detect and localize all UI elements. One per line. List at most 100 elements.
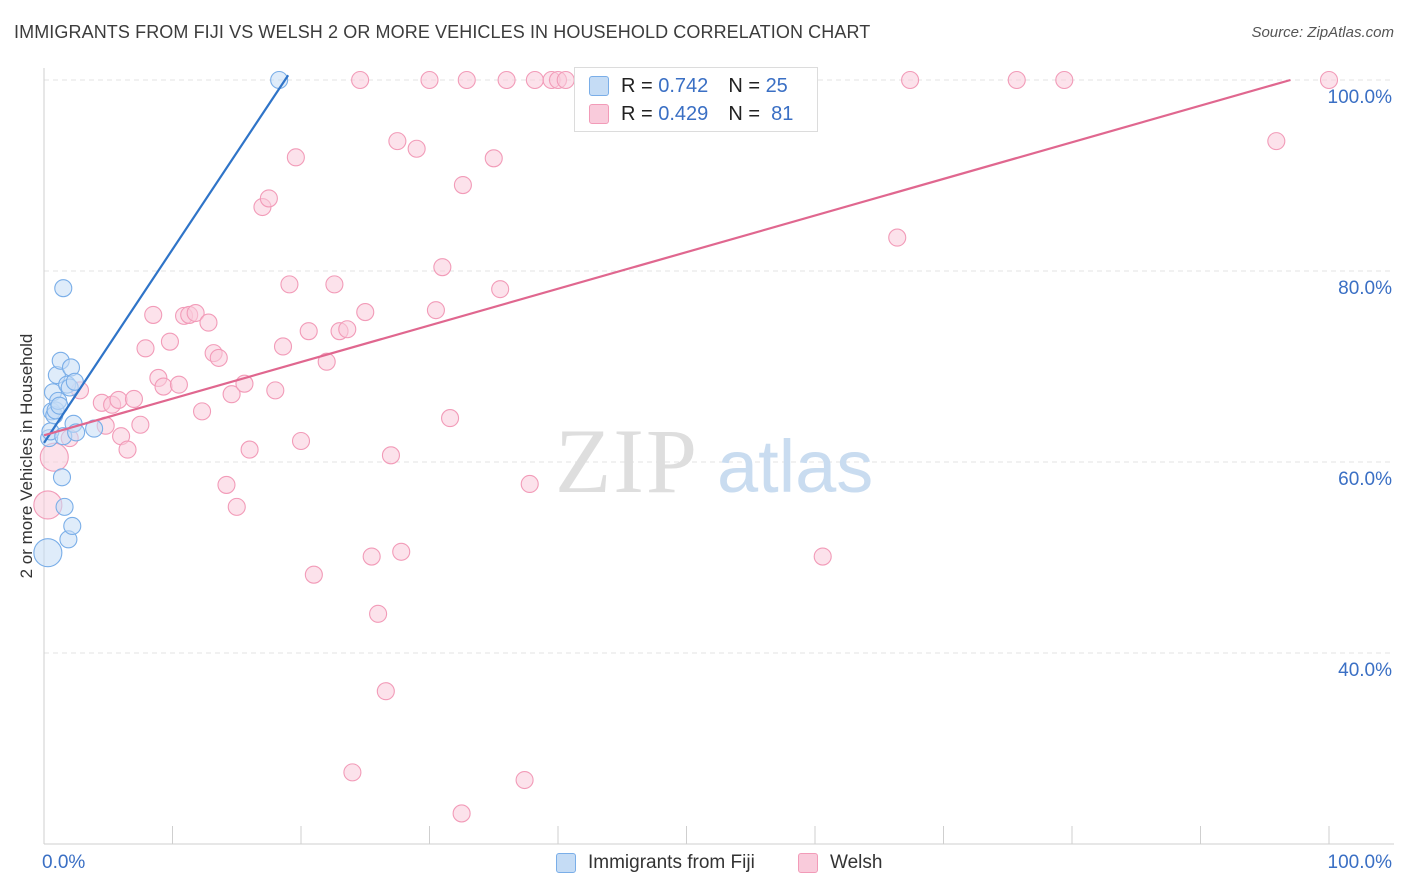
chart-source: Source: ZipAtlas.com xyxy=(1251,24,1394,41)
welsh-point[interactable] xyxy=(343,763,362,782)
y-tick-60: 60.0% xyxy=(1338,469,1392,490)
welsh-point[interactable] xyxy=(515,770,534,790)
welsh-point[interactable] xyxy=(160,332,179,351)
welsh-point[interactable] xyxy=(525,70,544,90)
welsh-point[interactable] xyxy=(901,70,920,90)
legend-item-fiji[interactable]: Immigrants from Fiji xyxy=(556,852,755,874)
welsh-point[interactable] xyxy=(39,442,69,472)
legend-n-value: 81 xyxy=(771,102,794,125)
welsh-point[interactable] xyxy=(453,176,472,195)
legend-n-value: 25 xyxy=(765,74,788,97)
fiji-point[interactable] xyxy=(55,497,74,516)
fiji-point[interactable] xyxy=(33,538,63,568)
welsh-point[interactable] xyxy=(433,258,452,277)
welsh-point[interactable] xyxy=(109,390,128,409)
welsh-point[interactable] xyxy=(556,70,575,90)
legend-n-label: N = xyxy=(728,74,760,97)
chart-title: IMMIGRANTS FROM FIJI VS WELSH 2 OR MORE … xyxy=(14,22,871,42)
welsh-point[interactable] xyxy=(362,547,381,566)
welsh-point[interactable] xyxy=(441,409,460,428)
y-tick-80: 80.0% xyxy=(1338,278,1392,299)
fiji-swatch-icon xyxy=(589,76,609,96)
fiji-swatch-icon xyxy=(556,853,576,873)
welsh-point[interactable] xyxy=(420,70,439,90)
welsh-point[interactable] xyxy=(888,228,907,247)
welsh-point[interactable] xyxy=(388,132,407,151)
fiji-trend-line xyxy=(43,74,290,444)
welsh-point[interactable] xyxy=(280,275,299,294)
legend-label-welsh: Welsh xyxy=(830,852,883,873)
welsh-point[interactable] xyxy=(259,189,278,208)
legend-r-value: 0.742 xyxy=(658,74,709,97)
welsh-point[interactable] xyxy=(136,339,155,358)
y-tick-100: 100.0% xyxy=(1327,87,1392,108)
welsh-point[interactable] xyxy=(392,542,411,561)
welsh-point[interactable] xyxy=(240,440,259,459)
welsh-trend-line xyxy=(43,78,1291,437)
welsh-point[interactable] xyxy=(1007,70,1026,90)
fiji-point[interactable] xyxy=(54,279,73,298)
watermark: ZIP atlas xyxy=(555,410,873,512)
stats-legend: R = 0.742 N = 25 R = 0.429 N = 81 xyxy=(574,67,818,132)
welsh-swatch-icon xyxy=(589,104,609,124)
welsh-point[interactable] xyxy=(457,70,476,90)
welsh-point[interactable] xyxy=(1319,70,1339,90)
welsh-point[interactable] xyxy=(317,352,336,371)
watermark-atlas: atlas xyxy=(717,425,873,508)
welsh-point[interactable] xyxy=(813,547,832,566)
welsh-point[interactable] xyxy=(286,148,305,167)
welsh-point[interactable] xyxy=(169,375,188,394)
welsh-point[interactable] xyxy=(1267,132,1286,151)
legend-item-welsh[interactable]: Welsh xyxy=(798,852,882,874)
welsh-point[interactable] xyxy=(520,474,539,494)
welsh-point[interactable] xyxy=(118,440,137,459)
welsh-point[interactable] xyxy=(217,475,236,494)
welsh-point[interactable] xyxy=(426,301,445,320)
welsh-swatch-icon xyxy=(798,853,818,873)
welsh-point[interactable] xyxy=(497,70,516,90)
welsh-point[interactable] xyxy=(291,431,311,451)
y-tick-40: 40.0% xyxy=(1338,660,1392,681)
welsh-point[interactable] xyxy=(266,381,285,400)
welsh-point[interactable] xyxy=(304,565,323,584)
welsh-point[interactable] xyxy=(407,139,426,158)
fiji-point[interactable] xyxy=(63,516,82,536)
legend-n-label: N = xyxy=(728,102,760,125)
legend-r-value: 0.429 xyxy=(658,102,709,125)
welsh-point[interactable] xyxy=(193,402,212,421)
legend-row-welsh: R = 0.429 N = 81 xyxy=(589,102,793,126)
welsh-point[interactable] xyxy=(484,149,503,168)
legend-r-label: R = xyxy=(621,102,653,125)
welsh-point[interactable] xyxy=(124,389,143,409)
welsh-point[interactable] xyxy=(186,303,205,323)
welsh-point[interactable] xyxy=(222,385,241,404)
welsh-point[interactable] xyxy=(199,313,218,332)
trend-lines xyxy=(43,74,1291,444)
welsh-point[interactable] xyxy=(351,70,370,90)
legend-row-fiji: R = 0.742 N = 25 xyxy=(589,74,788,98)
welsh-point[interactable] xyxy=(144,305,163,324)
welsh-point[interactable] xyxy=(1055,70,1074,90)
welsh-point[interactable] xyxy=(209,348,228,367)
welsh-point[interactable] xyxy=(491,280,510,299)
welsh-point[interactable] xyxy=(299,322,318,341)
welsh-point[interactable] xyxy=(154,377,173,396)
watermark-zip: ZIP xyxy=(555,410,699,512)
legend-r-label: R = xyxy=(621,74,653,97)
welsh-point[interactable] xyxy=(338,320,357,339)
gridlines xyxy=(44,79,1394,654)
welsh-point[interactable] xyxy=(381,446,401,465)
welsh-point[interactable] xyxy=(452,804,471,823)
x-tick-max: 100.0% xyxy=(1327,852,1392,873)
welsh-point[interactable] xyxy=(131,415,150,434)
x-tick-min: 0.0% xyxy=(42,852,86,873)
fiji-point[interactable] xyxy=(52,468,72,487)
welsh-point[interactable] xyxy=(356,303,375,322)
welsh-point[interactable] xyxy=(325,275,344,294)
welsh-point[interactable] xyxy=(369,604,388,623)
legend-label-fiji: Immigrants from Fiji xyxy=(588,852,755,873)
welsh-point[interactable] xyxy=(376,682,395,701)
welsh-point[interactable] xyxy=(273,337,293,356)
welsh-point[interactable] xyxy=(227,497,246,516)
